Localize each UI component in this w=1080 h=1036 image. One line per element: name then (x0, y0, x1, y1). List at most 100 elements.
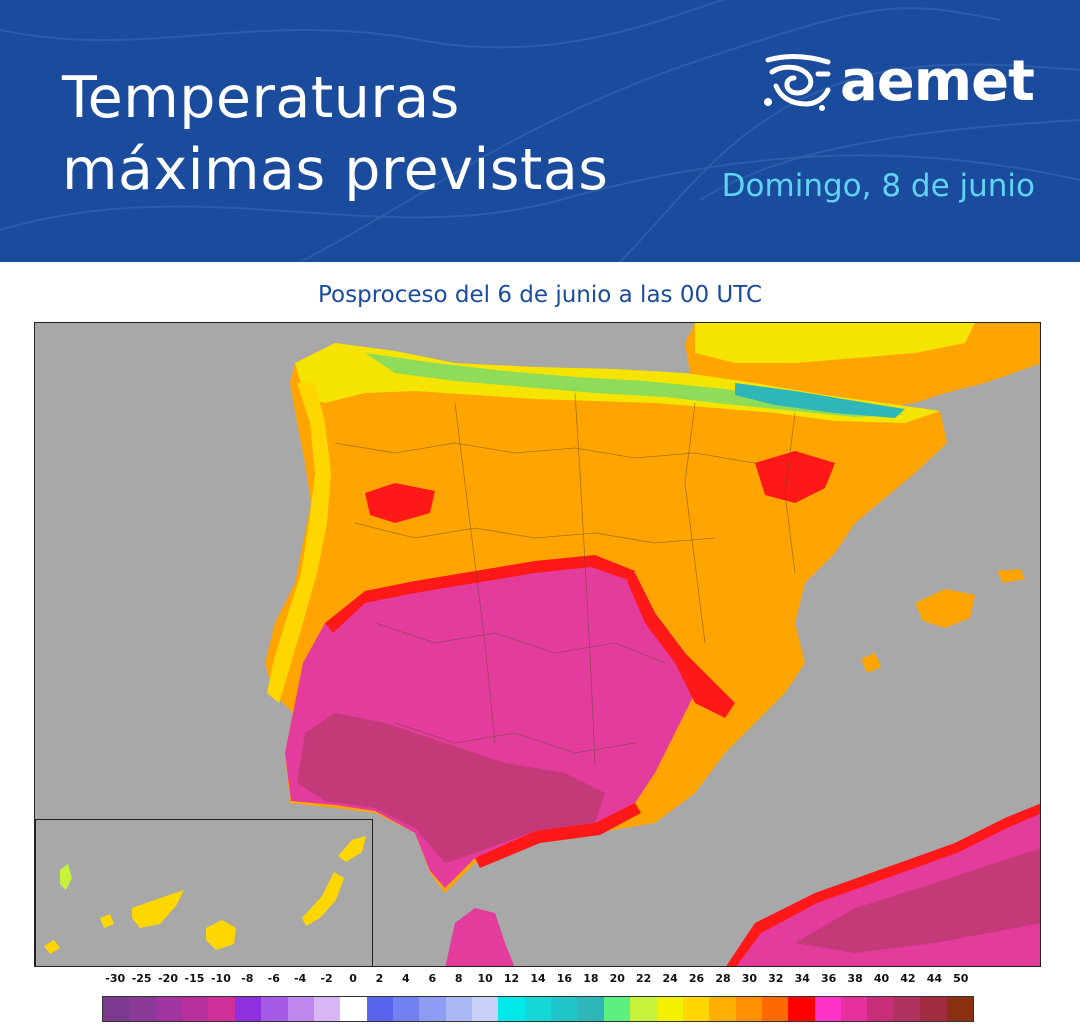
legend-label: 10 (477, 972, 493, 985)
legend-label: 38 (847, 972, 863, 985)
legend-label: -8 (241, 972, 254, 985)
legend-swatch (524, 997, 552, 1021)
legend-swatch (261, 997, 288, 1021)
legend-swatch (313, 997, 341, 1021)
menorca-island (997, 569, 1025, 583)
legend-label: 14 (530, 972, 546, 985)
legend-swatch (155, 997, 183, 1021)
legend-label: -25 (131, 972, 152, 985)
region-borders (334, 392, 796, 764)
legend-label: 2 (375, 972, 384, 985)
france-north-band (695, 323, 975, 363)
legend-swatch (129, 997, 156, 1021)
legend-swatch (234, 997, 262, 1021)
legend-label: 4 (402, 972, 410, 985)
legend-label: -10 (210, 972, 231, 985)
mallorca-island (915, 589, 975, 628)
hot-spot-ebro (755, 451, 835, 503)
iberian-peninsula-map (265, 323, 1040, 966)
legend-label: 44 (926, 972, 943, 985)
africa-tip (445, 908, 515, 966)
aemet-logo: aemet (762, 49, 1035, 114)
legend-swatch (603, 997, 631, 1021)
legend-swatch (630, 997, 657, 1021)
legend-swatch (419, 997, 446, 1021)
legend-swatch (208, 997, 235, 1021)
hot-edge-south-coast (475, 803, 641, 868)
legend-label: 6 (428, 972, 437, 985)
legend-label: 16 (556, 972, 573, 985)
hot-spot-douro (365, 483, 435, 523)
legend-swatch (735, 997, 762, 1021)
legend-label: 18 (583, 972, 599, 985)
legend-label: -4 (294, 972, 307, 985)
legend-swatch (709, 997, 736, 1021)
legend-label: -15 (184, 972, 205, 985)
legend-swatch (392, 997, 420, 1021)
header-banner: Temperaturas máximas previstas aemet Dom… (0, 0, 1080, 262)
legend-label: 50 (953, 972, 969, 985)
legend-label: 40 (873, 972, 890, 985)
aemet-logo-text: aemet (840, 49, 1035, 114)
legend-swatch (182, 997, 209, 1021)
north-africa-core (795, 848, 1040, 953)
legend-label: -30 (105, 972, 126, 985)
legend-swatch (577, 997, 604, 1021)
forecast-date: Domingo, 8 de junio (721, 168, 1035, 204)
legend-label: 32 (768, 972, 784, 985)
subtitle: Posproceso del 6 de junio a las 00 UTC (317, 282, 763, 308)
guadalquivir-core (297, 713, 605, 863)
legend-swatch (366, 997, 393, 1021)
legend-label: 8 (454, 972, 463, 985)
legend-swatch (103, 997, 130, 1021)
legend-swatch (920, 997, 947, 1021)
header-wave-decoration (0, 0, 1080, 262)
legend-swatch (841, 997, 868, 1021)
el-hierro-island (44, 940, 60, 954)
lanzarote-island (338, 836, 366, 862)
title-line-1: Temperaturas (62, 65, 460, 131)
legend-swatch (682, 997, 710, 1021)
canary-islands-inset (35, 819, 373, 966)
west-coast-band (267, 383, 331, 703)
legend-label: 34 (794, 972, 810, 985)
legend-label: -2 (320, 972, 333, 985)
title-line-2: máximas previstas (62, 137, 609, 203)
legend-label: 22 (636, 972, 652, 985)
legend-swatch (498, 997, 525, 1021)
legend-label: -6 (267, 972, 280, 985)
hot-edge-east (627, 573, 735, 718)
legend-labels: -30 -25 -20 -15 -10 -8 -6 -4 -2 0 2 4 6 8 10 12 14 16 18 20… (88, 972, 994, 990)
legend-swatch (946, 997, 973, 1021)
legend-swatch (445, 997, 473, 1021)
la-gomera-island (100, 914, 114, 928)
temperature-legend: -30 -25 -20 -15 -10 -8 -6 -4 -2 0 2 4 6 8 10 12 14 16 18 20… (88, 972, 994, 1028)
legend-swatch (340, 997, 367, 1021)
legend-swatch (788, 997, 815, 1021)
legend-swatch (656, 997, 683, 1021)
legend-label: -20 (158, 972, 178, 985)
legend-swatch (761, 997, 789, 1021)
legend-swatch (893, 997, 921, 1021)
tenerife-island (132, 890, 184, 928)
legend-label: 0 (349, 972, 357, 985)
legend-label: 28 (715, 972, 731, 985)
legend-swatch (867, 997, 894, 1021)
legend-swatch (814, 997, 842, 1021)
legend-swatch (472, 997, 499, 1021)
legend-label: 24 (662, 972, 678, 985)
legend-color-bar (102, 996, 974, 1022)
page-title: Temperaturas máximas previstas (62, 62, 608, 206)
la-palma-island (60, 864, 72, 890)
pyrenees-cool-band (735, 383, 905, 418)
legend-label: 36 (821, 972, 837, 985)
legend-label: 12 (503, 972, 520, 985)
aemet-logo-icon (764, 54, 831, 111)
north-africa-coast-edge (726, 803, 1040, 966)
ibiza-island (861, 653, 881, 673)
legend-label: 30 (741, 972, 758, 985)
temperature-map (34, 322, 1041, 967)
legend-label: 42 (900, 972, 916, 985)
legend-label: 20 (609, 972, 625, 985)
hot-edge-north (325, 555, 635, 633)
